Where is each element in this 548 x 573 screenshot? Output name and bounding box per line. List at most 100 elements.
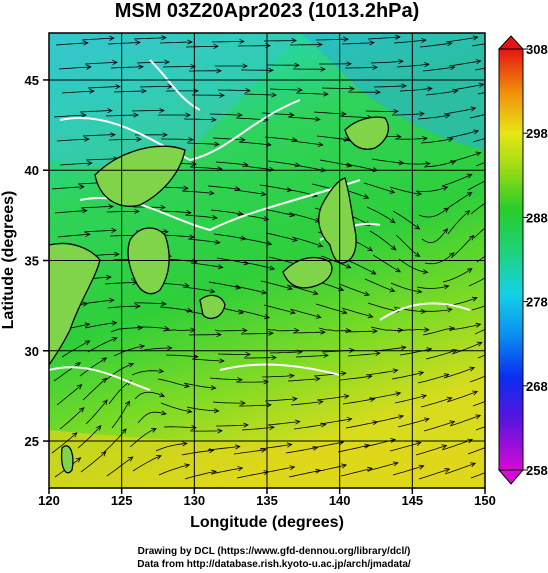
streamline <box>61 340 90 358</box>
x-tick-label: 125 <box>111 493 133 508</box>
streamline <box>471 305 485 311</box>
streamline-arrow <box>209 288 216 294</box>
streamline <box>214 329 247 332</box>
streamline-arrow <box>470 106 477 112</box>
streamline <box>339 375 372 381</box>
streamline <box>314 464 347 473</box>
streamline <box>423 161 456 168</box>
streamline <box>468 277 485 287</box>
streamline-arrow <box>187 39 193 45</box>
streamline-arrow <box>219 92 225 98</box>
streamline <box>211 41 245 43</box>
streamline <box>318 327 351 332</box>
streamline-arrow <box>101 377 108 384</box>
streamline-arrow <box>162 132 168 138</box>
streamline-arrow <box>110 132 116 138</box>
streamline-arrow <box>111 227 117 234</box>
streamline <box>241 426 274 431</box>
streamline <box>110 327 143 333</box>
streamline-arrow <box>471 296 478 302</box>
streamline <box>81 37 114 41</box>
streamline <box>267 421 300 426</box>
streamline-arrow <box>161 301 167 307</box>
streamline <box>262 208 295 217</box>
streamline-arrow <box>237 466 244 472</box>
streamline-arrow <box>84 322 91 328</box>
streamline-arrow <box>211 117 217 123</box>
streamline-arrow <box>423 417 430 423</box>
streamline <box>85 399 108 425</box>
streamline-arrow <box>421 38 427 44</box>
streamline <box>446 130 479 139</box>
streamline <box>474 67 485 71</box>
streamline <box>448 323 481 331</box>
streamline <box>260 280 293 290</box>
streamline <box>373 85 407 88</box>
streamline <box>422 66 455 72</box>
honshu-landmass <box>318 177 357 264</box>
streamline <box>208 281 241 289</box>
streamline <box>244 357 277 359</box>
streamline <box>133 37 167 40</box>
streamline-arrow <box>102 399 108 405</box>
x-axis-ticks: 120 125 130 135 140 145 150 <box>38 488 496 508</box>
streamline <box>107 42 141 45</box>
streamline-arrow <box>155 455 162 460</box>
streamline-arrow <box>240 400 246 406</box>
streamline <box>418 468 450 480</box>
streamline <box>424 252 455 265</box>
streamline-arrow <box>127 456 134 462</box>
streamline <box>243 93 277 96</box>
streamline <box>476 255 485 263</box>
streamline-arrow <box>349 86 355 92</box>
streamline-arrow <box>242 327 248 334</box>
streamline-arrow <box>210 385 217 391</box>
streamline-arrow <box>161 35 167 41</box>
streamline <box>364 278 395 292</box>
streamline-arrow <box>317 242 324 248</box>
footer-credit-drawing: Drawing by DCL (https://www.gfd-dennou.o… <box>137 546 411 557</box>
streamline-arrow <box>475 414 482 420</box>
streamline-arrow <box>112 59 118 65</box>
streamline-arrow <box>186 408 193 414</box>
streamline <box>449 152 481 163</box>
streamline-arrow <box>392 461 399 467</box>
streamline <box>181 190 214 194</box>
streamline-arrow <box>214 239 221 245</box>
streamline-arrow <box>141 88 147 94</box>
x-tick-label: 135 <box>256 493 278 508</box>
streamline-arrow <box>242 63 248 69</box>
y-axis-label: Latitude (degrees) <box>0 191 17 330</box>
streamline-arrow <box>135 40 141 46</box>
streamline-arrow <box>186 307 193 313</box>
streamline-arrow <box>128 362 135 368</box>
streamline-arrow <box>442 228 448 234</box>
streamline-arrow <box>398 414 405 420</box>
streamline-arrow <box>448 252 455 258</box>
streamline-arrow <box>414 251 421 257</box>
streamline <box>448 60 481 67</box>
streamline-arrow <box>160 410 167 416</box>
streamline <box>81 299 114 305</box>
streamline <box>265 232 298 241</box>
streamline-arrow <box>346 61 352 67</box>
streamline-arrow <box>424 62 430 68</box>
streamline-arrow <box>96 425 102 431</box>
streamline <box>367 302 399 312</box>
streamline-arrow <box>82 208 88 214</box>
streamline-arrow <box>398 59 404 65</box>
streamline-arrow <box>237 210 244 216</box>
streamline <box>242 261 275 270</box>
colorbar-tick-label: 288 <box>526 210 548 225</box>
streamline-arrow <box>266 240 273 246</box>
streamline <box>240 332 274 335</box>
streamline <box>417 114 450 120</box>
x-tick-label: 130 <box>183 493 205 508</box>
y-tick-label: 25 <box>25 434 39 449</box>
streamline-arrow <box>121 428 127 434</box>
streamline-arrow <box>469 366 476 372</box>
streamline <box>53 362 81 382</box>
streamline-arrow <box>184 463 191 469</box>
streamline <box>311 441 344 449</box>
streamline-arrow <box>475 151 482 157</box>
